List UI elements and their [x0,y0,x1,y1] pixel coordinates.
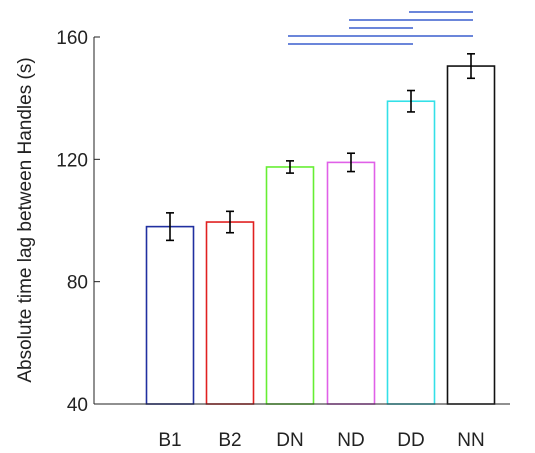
y-tick-label-120: 120 [56,150,88,171]
axes [93,36,510,405]
x-tick-label-nd: ND [337,430,364,451]
error-bars [166,53,475,242]
x-tick-label-nn: NN [457,430,484,451]
x-tick-label-b1: B1 [158,430,181,451]
x-tick-label-dn: DN [276,430,303,451]
x-tick-label-b2: B2 [218,430,241,451]
y-axis-label: Absolute time lag between Handles (s) [15,57,36,382]
bar-nn [446,65,496,405]
bar-dd [386,100,436,405]
significance-lines [288,11,473,45]
bar-b2 [205,221,255,405]
x-tick-label-dd: DD [397,430,424,451]
y-tick-label-80: 80 [67,273,88,294]
bar-nd [326,161,376,405]
tick-labels: B1 B2 DN ND DD NN 40 80 120 160 [56,28,484,451]
bars [145,65,496,405]
y-tick-label-160: 160 [56,28,88,49]
bar-b1 [145,225,195,405]
y-tick-label-40: 40 [67,395,88,416]
bar-dn [265,166,315,405]
